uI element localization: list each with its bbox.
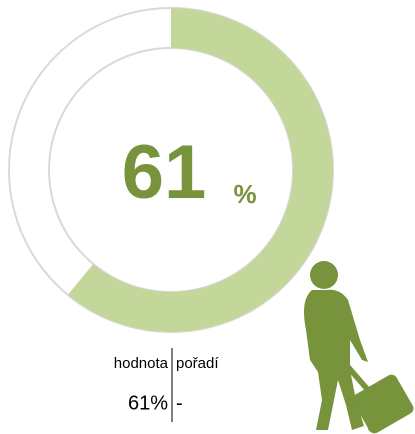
- table-value: -: [176, 392, 183, 414]
- table-header: hodnota: [114, 355, 169, 372]
- gauge-unit: %: [233, 179, 256, 209]
- table-value: 61%: [128, 392, 168, 414]
- chart: hodnota pořadí 61% - 61%: [0, 0, 415, 434]
- gauge-value: 61: [122, 130, 207, 215]
- table-header: pořadí: [176, 355, 219, 372]
- traveler-icon: [304, 261, 415, 434]
